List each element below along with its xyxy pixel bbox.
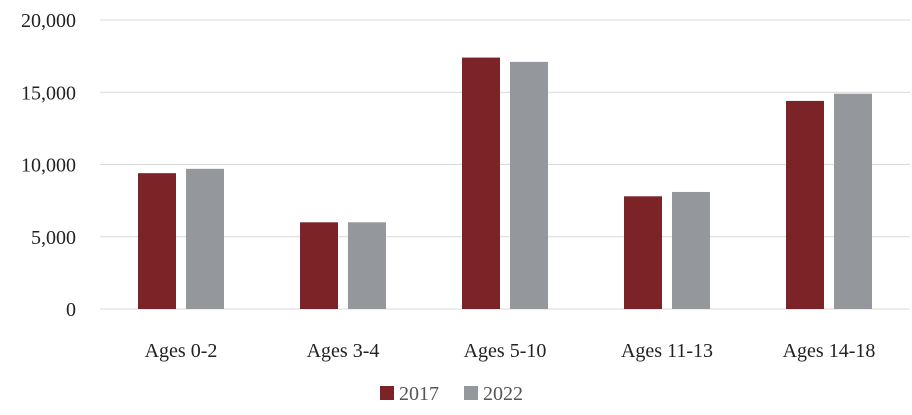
y-tick-label: 10,000: [21, 155, 76, 177]
y-axis-ticks: 0 5,000 10,000 15,000 20,000: [21, 10, 76, 321]
x-category-label: Ages 5-10: [464, 340, 547, 362]
legend: 2017 2022: [380, 383, 523, 405]
legend-label-2017: 2017: [399, 383, 439, 405]
y-tick-label: 5,000: [31, 227, 76, 249]
bar-2022-ages-3-4: [348, 222, 386, 309]
bar-2022-ages-0-2: [186, 168, 224, 309]
legend-swatch-2022: [464, 386, 478, 400]
x-category-label: Ages 14-18: [783, 340, 876, 362]
bar-2022-ages-5-10: [510, 61, 548, 309]
bar-2022-ages-11-13: [672, 191, 710, 309]
x-category-label: Ages 0-2: [145, 340, 218, 362]
x-axis-labels: Ages 0-2 Ages 3-4 Ages 5-10 Ages 11-13 Ages …: [145, 340, 876, 362]
legend-label-2022: 2022: [483, 383, 523, 405]
x-category-label: Ages 11-13: [621, 340, 713, 362]
bar-2022-ages-14-18: [834, 93, 872, 309]
bars: [138, 57, 872, 309]
bar-2017-ages-3-4: [300, 222, 338, 309]
y-tick-label: 15,000: [21, 82, 76, 104]
bar-2017-ages-5-10: [462, 57, 500, 309]
legend-swatch-2017: [380, 386, 394, 400]
y-tick-label: 0: [66, 299, 76, 321]
y-tick-label: 20,000: [21, 10, 76, 32]
bar-2017-ages-11-13: [624, 196, 662, 309]
bar-2017-ages-0-2: [138, 173, 176, 309]
x-category-label: Ages 3-4: [307, 340, 380, 362]
bar-2017-ages-14-18: [786, 100, 824, 309]
gridlines: [100, 19, 910, 310]
